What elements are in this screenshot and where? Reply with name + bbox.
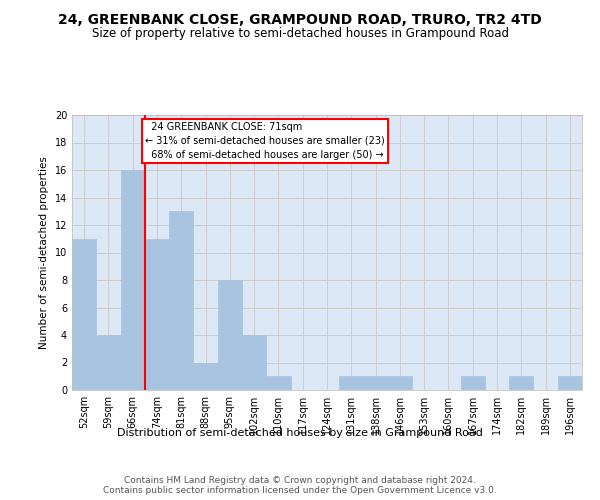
Bar (266, 376, 290, 390)
Bar (388, 376, 412, 390)
Bar (461, 376, 485, 390)
Bar (509, 376, 533, 390)
Bar (169, 211, 193, 390)
Bar (121, 170, 145, 390)
Text: Distribution of semi-detached houses by size in Grampound Road: Distribution of semi-detached houses by … (117, 428, 483, 438)
Text: 24, GREENBANK CLOSE, GRAMPOUND ROAD, TRURO, TR2 4TD: 24, GREENBANK CLOSE, GRAMPOUND ROAD, TRU… (58, 12, 542, 26)
Bar (145, 239, 169, 390)
Text: Size of property relative to semi-detached houses in Grampound Road: Size of property relative to semi-detach… (91, 28, 509, 40)
Bar (218, 280, 242, 390)
Bar (96, 335, 121, 390)
Bar (339, 376, 364, 390)
Y-axis label: Number of semi-detached properties: Number of semi-detached properties (39, 156, 49, 349)
Bar (193, 362, 218, 390)
Text: 24 GREENBANK CLOSE: 71sqm  
← 31% of semi-detached houses are smaller (23)
  68%: 24 GREENBANK CLOSE: 71sqm ← 31% of semi-… (145, 122, 385, 160)
Bar (364, 376, 388, 390)
Bar (558, 376, 582, 390)
Bar (242, 335, 266, 390)
Bar (72, 239, 96, 390)
Text: Contains HM Land Registry data © Crown copyright and database right 2024.
Contai: Contains HM Land Registry data © Crown c… (103, 476, 497, 495)
